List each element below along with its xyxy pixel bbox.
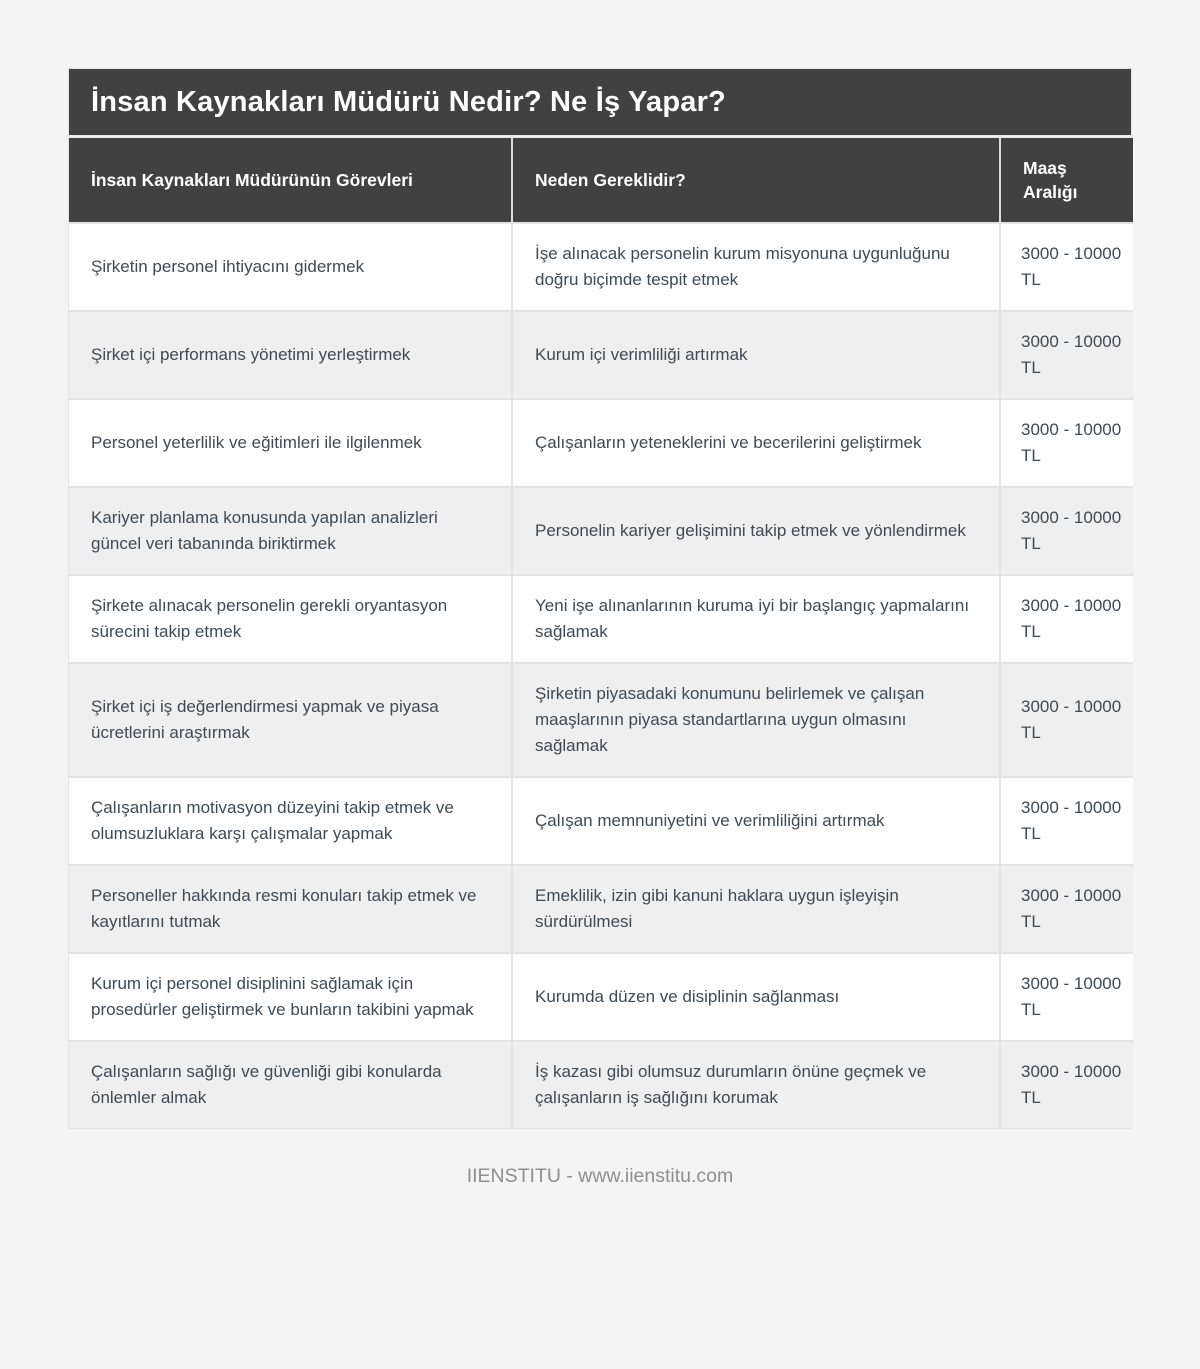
duty-cell: Çalışanların motivasyon düzeyini takip e… — [69, 776, 511, 864]
salary-cell: 3000 - 10000 TL — [999, 486, 1133, 574]
reason-cell: Çalışanların yeteneklerini ve becerileri… — [511, 398, 999, 486]
header-row: İnsan Kaynakları Müdürünün Görevleri Ned… — [69, 138, 1133, 222]
footer-credit: IIENSTITU - www.iienstitu.com — [466, 1165, 734, 1187]
duty-cell: Çalışanların sağlığı ve güvenliği gibi k… — [69, 1040, 511, 1128]
reason-cell: Emeklilik, izin gibi kanuni haklara uygu… — [511, 864, 999, 952]
salary-cell: 3000 - 10000 TL — [999, 222, 1133, 310]
duty-cell: Personeller hakkında resmi konuları taki… — [69, 864, 511, 952]
table-row: Şirketin personel ihtiyacını gidermek İş… — [69, 222, 1133, 310]
reason-cell: Kurum içi verimliliği artırmak — [511, 310, 999, 398]
table-row: Şirket içi performans yönetimi yerleştir… — [69, 310, 1133, 398]
table-row: Personeller hakkında resmi konuları taki… — [69, 864, 1133, 952]
duty-cell: Kariyer planlama konusunda yapılan anali… — [69, 486, 511, 574]
table-row: Şirkete alınacak personelin gerekli orya… — [69, 574, 1133, 662]
salary-cell: 3000 - 10000 TL — [999, 310, 1133, 398]
salary-cell: 3000 - 10000 TL — [999, 662, 1133, 776]
table-row: Personel yeterlilik ve eğitimleri ile il… — [69, 398, 1133, 486]
table-row: Şirket içi iş değerlendirmesi yapmak ve … — [69, 662, 1133, 776]
table-row: Kariyer planlama konusunda yapılan anali… — [69, 486, 1133, 574]
salary-cell: 3000 - 10000 TL — [999, 1040, 1133, 1128]
duty-cell: Şirket içi iş değerlendirmesi yapmak ve … — [69, 662, 511, 776]
salary-cell: 3000 - 10000 TL — [999, 952, 1133, 1040]
page-title: İnsan Kaynakları Müdürü Nedir? Ne İş Yap… — [69, 69, 1131, 138]
hr-table-card: İnsan Kaynakları Müdürü Nedir? Ne İş Yap… — [68, 68, 1133, 1129]
duty-cell: Kurum içi personel disiplinini sağlamak … — [69, 952, 511, 1040]
table-row: Çalışanların sağlığı ve güvenliği gibi k… — [69, 1040, 1133, 1128]
salary-cell: 3000 - 10000 TL — [999, 864, 1133, 952]
salary-cell: 3000 - 10000 TL — [999, 776, 1133, 864]
table-row: Çalışanların motivasyon düzeyini takip e… — [69, 776, 1133, 864]
salary-cell: 3000 - 10000 TL — [999, 398, 1133, 486]
reason-cell: Kurumda düzen ve disiplinin sağlanması — [511, 952, 999, 1040]
column-header-salary-range: Maaş Aralığı — [999, 138, 1133, 222]
hr-duties-table: İnsan Kaynakları Müdürünün Görevleri Ned… — [69, 138, 1133, 1128]
salary-cell: 3000 - 10000 TL — [999, 574, 1133, 662]
duty-cell: Şirket içi performans yönetimi yerleştir… — [69, 310, 511, 398]
duty-cell: Şirketin personel ihtiyacını gidermek — [69, 222, 511, 310]
duty-cell: Şirkete alınacak personelin gerekli orya… — [69, 574, 511, 662]
reason-cell: İş kazası gibi olumsuz durumların önüne … — [511, 1040, 999, 1128]
column-header-duties: İnsan Kaynakları Müdürünün Görevleri — [69, 138, 511, 222]
duty-cell: Personel yeterlilik ve eğitimleri ile il… — [69, 398, 511, 486]
reason-cell: Yeni işe alınanlarının kuruma iyi bir ba… — [511, 574, 999, 662]
reason-cell: Şirketin piyasadaki konumunu belirlemek … — [511, 662, 999, 776]
column-header-why-needed: Neden Gereklidir? — [511, 138, 999, 222]
reason-cell: Personelin kariyer gelişimini takip etme… — [511, 486, 999, 574]
reason-cell: Çalışan memnuniyetini ve verimliliğini a… — [511, 776, 999, 864]
reason-cell: İşe alınacak personelin kurum misyonuna … — [511, 222, 999, 310]
table-row: Kurum içi personel disiplinini sağlamak … — [69, 952, 1133, 1040]
